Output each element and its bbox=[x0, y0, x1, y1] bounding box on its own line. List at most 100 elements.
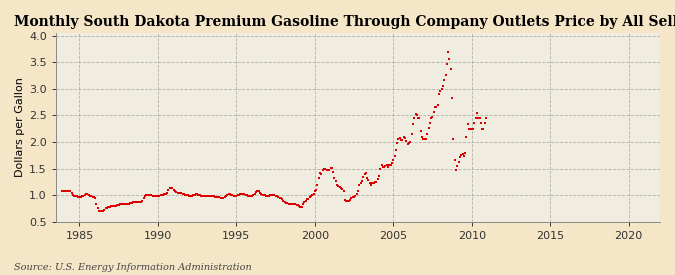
Point bbox=[100, 206, 111, 211]
Point bbox=[291, 203, 302, 207]
Point bbox=[375, 167, 385, 171]
Point bbox=[161, 191, 171, 196]
Point bbox=[167, 186, 178, 191]
Point bbox=[59, 189, 70, 194]
Point bbox=[425, 121, 435, 125]
Point bbox=[450, 158, 460, 162]
Point bbox=[70, 194, 81, 199]
Point bbox=[111, 204, 122, 208]
Point bbox=[147, 194, 158, 199]
Point bbox=[429, 110, 439, 114]
Point bbox=[200, 194, 211, 199]
Point bbox=[97, 209, 107, 213]
Point bbox=[98, 208, 109, 213]
Point bbox=[159, 192, 170, 196]
Point bbox=[309, 189, 320, 194]
Point bbox=[198, 194, 209, 199]
Point bbox=[279, 199, 290, 204]
Point bbox=[355, 181, 366, 186]
Point bbox=[57, 189, 68, 194]
Point bbox=[260, 193, 271, 197]
Point bbox=[215, 196, 226, 200]
Y-axis label: Dollars per Gallon: Dollars per Gallon bbox=[15, 77, 25, 177]
Point bbox=[282, 201, 293, 205]
Point bbox=[366, 183, 377, 187]
Point bbox=[302, 197, 313, 202]
Point bbox=[206, 194, 217, 199]
Point bbox=[66, 191, 77, 195]
Point bbox=[422, 131, 433, 136]
Point bbox=[412, 115, 423, 120]
Point bbox=[225, 192, 236, 197]
Point bbox=[454, 155, 465, 160]
Point bbox=[409, 115, 420, 120]
Point bbox=[405, 140, 416, 144]
Point bbox=[214, 195, 225, 200]
Point bbox=[408, 122, 418, 127]
Point bbox=[249, 191, 260, 196]
Point bbox=[324, 168, 335, 172]
Point bbox=[128, 200, 138, 204]
Point bbox=[176, 191, 187, 195]
Point bbox=[469, 121, 480, 126]
Point bbox=[244, 194, 255, 198]
Point bbox=[230, 194, 240, 198]
Point bbox=[338, 189, 349, 193]
Point bbox=[124, 202, 134, 206]
Point bbox=[138, 196, 149, 200]
Point bbox=[254, 190, 265, 195]
Point bbox=[419, 137, 430, 142]
Point bbox=[432, 103, 443, 107]
Point bbox=[441, 62, 452, 67]
Point bbox=[362, 175, 373, 180]
Point bbox=[202, 194, 213, 199]
Point bbox=[84, 194, 95, 198]
Point bbox=[472, 111, 483, 115]
Point bbox=[63, 189, 74, 194]
Point bbox=[154, 194, 165, 198]
Point bbox=[201, 194, 212, 199]
Point bbox=[261, 194, 272, 198]
Point bbox=[209, 194, 219, 199]
Point bbox=[461, 134, 472, 139]
Point bbox=[360, 171, 371, 175]
Point bbox=[130, 200, 141, 204]
Point bbox=[447, 96, 458, 100]
Point bbox=[299, 200, 310, 204]
Point bbox=[458, 154, 469, 158]
Point bbox=[452, 164, 463, 168]
Point bbox=[109, 204, 120, 208]
Point bbox=[137, 198, 148, 203]
Point bbox=[313, 176, 324, 180]
Point bbox=[263, 194, 273, 198]
Point bbox=[342, 199, 353, 203]
Point bbox=[65, 189, 76, 194]
Point bbox=[157, 192, 167, 197]
Point bbox=[270, 194, 281, 198]
Point bbox=[162, 190, 173, 195]
Point bbox=[101, 206, 112, 210]
Point bbox=[473, 116, 484, 120]
Point bbox=[479, 121, 490, 126]
Point bbox=[286, 202, 297, 207]
Point bbox=[217, 196, 227, 200]
Point bbox=[246, 194, 256, 199]
Point bbox=[437, 83, 448, 88]
Text: Source: U.S. Energy Information Administration: Source: U.S. Energy Information Administ… bbox=[14, 263, 251, 272]
Point bbox=[256, 192, 267, 196]
Point bbox=[380, 164, 391, 168]
Point bbox=[278, 198, 289, 203]
Point bbox=[169, 189, 180, 193]
Point bbox=[331, 182, 342, 187]
Point bbox=[122, 202, 133, 206]
Point bbox=[436, 87, 447, 91]
Point bbox=[460, 150, 470, 155]
Point bbox=[349, 195, 360, 200]
Point bbox=[265, 193, 276, 197]
Point bbox=[190, 192, 201, 196]
Point bbox=[211, 195, 222, 200]
Point bbox=[269, 193, 279, 197]
Point bbox=[431, 105, 442, 110]
Point bbox=[252, 189, 263, 194]
Point bbox=[290, 202, 300, 207]
